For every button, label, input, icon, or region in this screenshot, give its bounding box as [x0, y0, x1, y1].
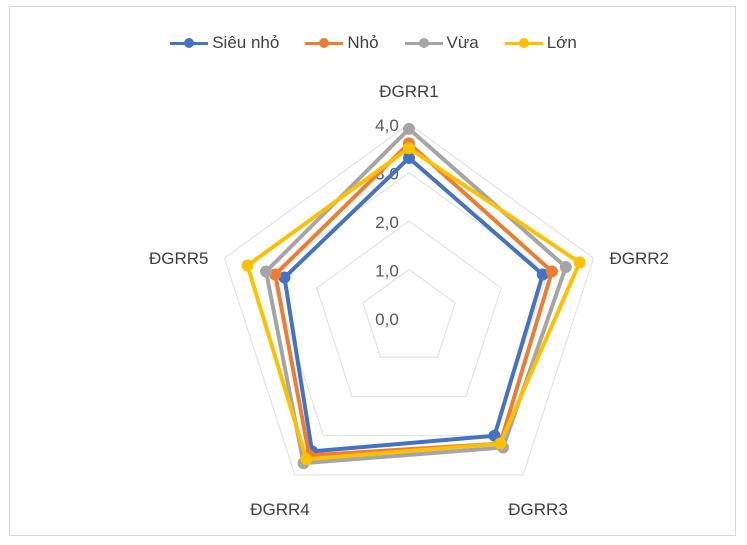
category-label: ĐGRR4: [250, 500, 310, 519]
radar-tick-labels: 0,01,02,03,04,0: [375, 116, 399, 329]
series-line: [264, 126, 568, 466]
legend-item-sieu-nho: Siêu nhỏ: [170, 33, 279, 53]
data-point: [573, 256, 586, 269]
legend-swatch-nho: [305, 36, 344, 50]
tick-label: 2,0: [375, 213, 399, 232]
data-point: [269, 268, 282, 281]
category-label: ĐGRR3: [508, 500, 568, 519]
data-point: [241, 259, 254, 272]
data-point: [545, 265, 558, 278]
data-point: [494, 437, 507, 450]
tick-label: 0,0: [375, 310, 399, 329]
grid-ring: [316, 220, 502, 398]
data-point: [536, 268, 549, 281]
data-point: [260, 265, 273, 278]
grid-ring: [223, 123, 595, 476]
grid-ring: [362, 268, 456, 358]
tick-label: 4,0: [375, 116, 399, 135]
tick-label: 1,0: [375, 262, 399, 281]
legend-label-nho: Nhỏ: [347, 33, 379, 52]
series-line: [245, 146, 582, 462]
legend-item-nho: Nhỏ: [305, 33, 379, 53]
legend-item-vua: Vừa: [404, 33, 479, 53]
category-label: ĐGRR1: [379, 82, 439, 101]
legend-label-sieu-nho: Siêu nhỏ: [212, 33, 280, 52]
category-label: ĐGRR2: [610, 249, 670, 268]
legend-item-lon: Lớn: [504, 33, 577, 53]
legend-swatch-vua: [404, 36, 443, 50]
category-label: ĐGRR5: [149, 249, 209, 268]
chart-legend: Siêu nhỏ Nhỏ Vừa Lớn: [0, 33, 747, 53]
series-group: [241, 142, 586, 466]
series-group: [260, 122, 572, 470]
radar-category-labels: ĐGRR1 ĐGRR2 ĐGRR3 ĐGRR4 ĐGRR5: [149, 82, 669, 519]
series-line: [273, 141, 554, 458]
data-point: [403, 142, 415, 155]
data-point: [559, 261, 572, 274]
legend-label-lon: Lớn: [546, 33, 577, 52]
series-line: [282, 155, 545, 454]
legend-label-vua: Vừa: [446, 33, 479, 52]
data-point: [403, 122, 415, 135]
legend-swatch-sieu-nho: [170, 36, 209, 50]
data-point: [403, 151, 415, 164]
data-point: [300, 453, 313, 466]
legend-swatch-lon: [504, 36, 543, 50]
data-point: [278, 271, 291, 284]
radar-series: [241, 122, 586, 470]
